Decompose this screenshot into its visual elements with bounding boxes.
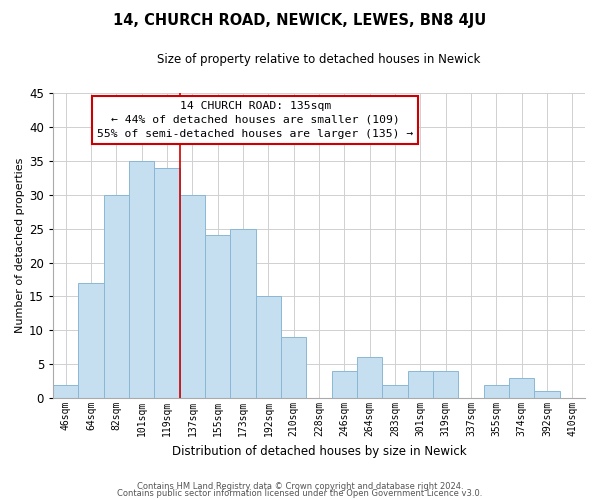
Y-axis label: Number of detached properties: Number of detached properties <box>15 158 25 334</box>
Bar <box>433 371 458 398</box>
Bar <box>205 236 230 398</box>
Title: Size of property relative to detached houses in Newick: Size of property relative to detached ho… <box>157 52 481 66</box>
Bar <box>535 392 560 398</box>
Bar <box>357 358 382 398</box>
Bar <box>79 283 104 398</box>
Bar <box>484 384 509 398</box>
Bar <box>230 228 256 398</box>
Bar <box>104 194 129 398</box>
Bar <box>180 194 205 398</box>
Bar <box>53 384 79 398</box>
Bar <box>382 384 407 398</box>
Bar <box>407 371 433 398</box>
Bar <box>154 168 180 398</box>
Bar <box>129 161 154 398</box>
Text: Contains HM Land Registry data © Crown copyright and database right 2024.: Contains HM Land Registry data © Crown c… <box>137 482 463 491</box>
Bar <box>281 337 307 398</box>
Bar <box>509 378 535 398</box>
X-axis label: Distribution of detached houses by size in Newick: Distribution of detached houses by size … <box>172 444 466 458</box>
Text: 14 CHURCH ROAD: 135sqm
← 44% of detached houses are smaller (109)
55% of semi-de: 14 CHURCH ROAD: 135sqm ← 44% of detached… <box>97 100 413 138</box>
Text: 14, CHURCH ROAD, NEWICK, LEWES, BN8 4JU: 14, CHURCH ROAD, NEWICK, LEWES, BN8 4JU <box>113 12 487 28</box>
Text: Contains public sector information licensed under the Open Government Licence v3: Contains public sector information licen… <box>118 489 482 498</box>
Bar <box>256 296 281 398</box>
Bar <box>332 371 357 398</box>
